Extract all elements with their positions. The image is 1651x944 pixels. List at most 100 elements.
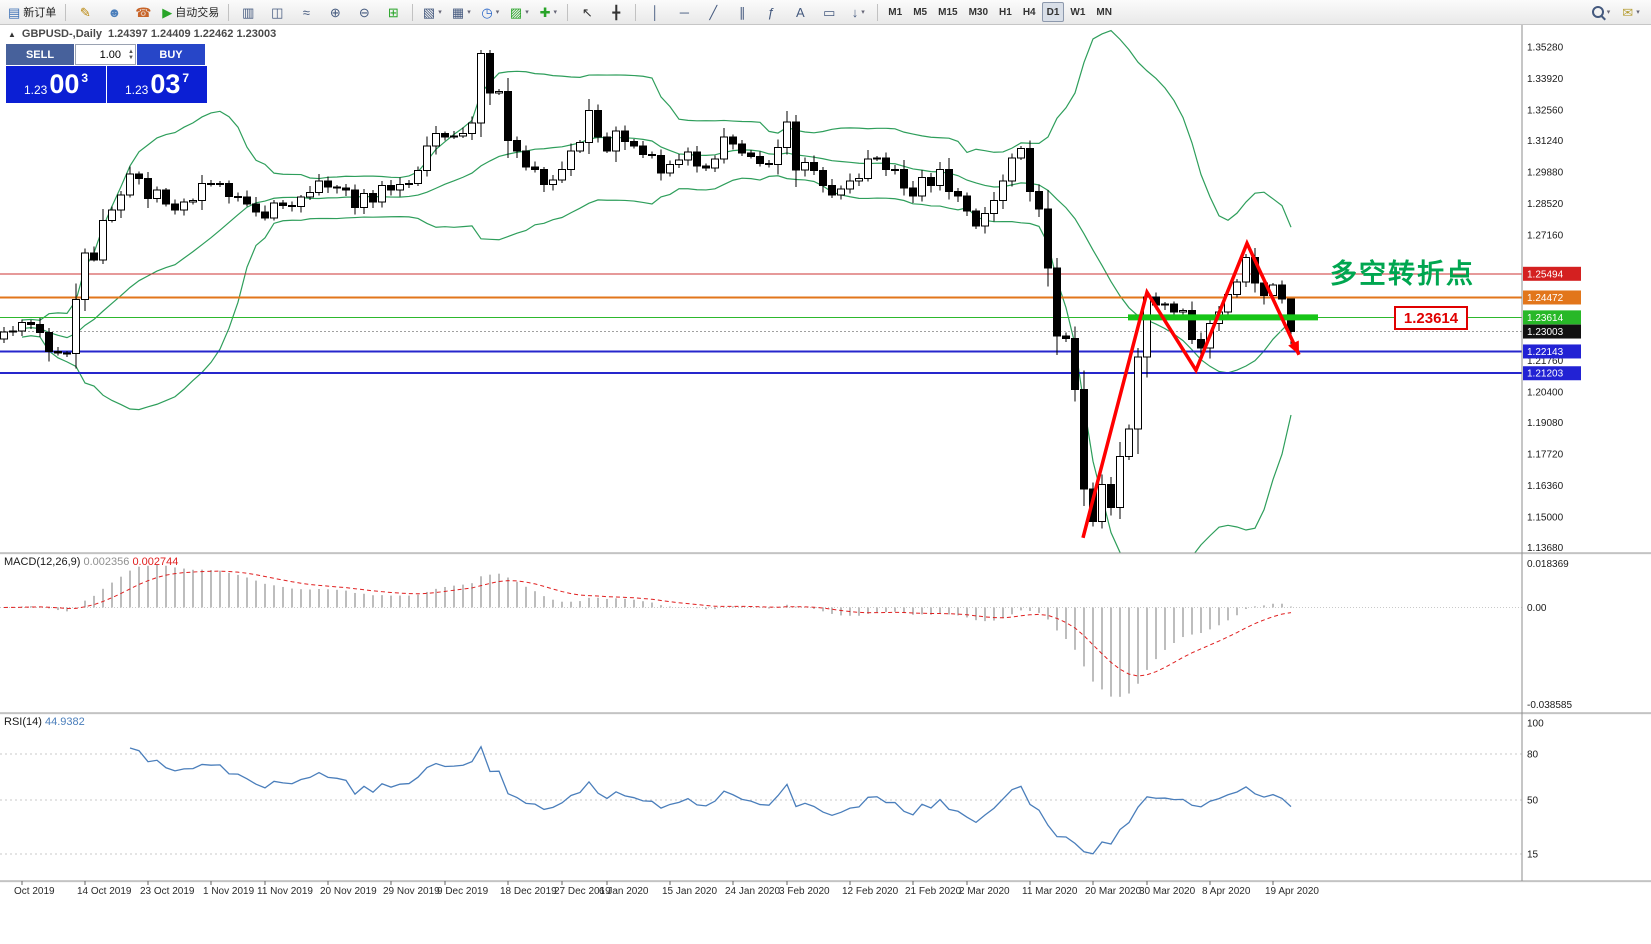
volume-increase-icon[interactable]: ▲ — [128, 48, 134, 55]
toolbar-separator — [65, 3, 67, 21]
bar-chart-icon[interactable]: ▥ — [234, 1, 262, 23]
mail-icon[interactable]: ✉ ▾ — [1617, 1, 1645, 23]
new-chart-icon: ▧ — [422, 4, 436, 20]
zoom-in-icon[interactable]: ⊕ — [321, 1, 349, 23]
toolbar-right-group: ▾ ✉ ▾ — [1587, 1, 1645, 23]
price-callout[interactable]: 1.23614 — [1394, 306, 1468, 330]
vertical-line-icon[interactable]: │ — [641, 1, 669, 23]
metaeditor-icon[interactable]: ✎ — [71, 1, 99, 23]
mail-icon: ✉ — [1622, 4, 1634, 20]
equidistant-channel-icon: ∥ — [739, 4, 746, 20]
axis-label: 1.27160 — [1527, 231, 1564, 242]
accounts-icon[interactable]: ☻ — [100, 1, 128, 23]
zigzag-drawing[interactable] — [1081, 238, 1301, 539]
support-icon[interactable]: ☎ — [129, 1, 157, 23]
axis-label: 1.21203 — [1527, 369, 1564, 380]
timeframe-m15-button[interactable]: M15 — [938, 6, 958, 18]
sell-price-button[interactable]: 1.23 00 3 — [6, 66, 106, 103]
date-label: 15 Jan 2020 — [662, 886, 717, 897]
text-icon[interactable]: A — [786, 1, 814, 23]
axis-label: 1.13680 — [1527, 543, 1564, 554]
line-chart-icon[interactable]: ≈ — [292, 1, 320, 23]
panel-collapse-icon[interactable]: ▲ — [8, 29, 16, 39]
date-label: 8 Apr 2020 — [1202, 886, 1251, 897]
search-icon[interactable]: ▾ — [1587, 1, 1615, 23]
line-chart-icon: ≈ — [302, 4, 310, 20]
text-label-icon: ▭ — [823, 4, 836, 20]
horizontal-line-icon[interactable]: ─ — [670, 1, 698, 23]
toolbar-separator — [877, 3, 879, 21]
volume-decrease-icon[interactable]: ▼ — [128, 54, 134, 61]
indicators-icon: ✚ — [539, 4, 551, 20]
accounts-icon: ☻ — [107, 4, 122, 20]
trendline-icon[interactable]: ╱ — [699, 1, 727, 23]
timeframe-m5-button[interactable]: M5 — [913, 6, 928, 18]
profiles-icon: ▦ — [451, 4, 465, 20]
crosshair-icon[interactable]: ╋ — [602, 1, 630, 23]
autotrading-button: ▶ — [162, 4, 173, 20]
buy-button[interactable]: BUY — [137, 44, 205, 65]
chevron-down-icon: ▾ — [1636, 9, 1640, 16]
vertical-line-icon: │ — [651, 4, 660, 20]
date-label: 6 Jan 2020 — [599, 886, 649, 897]
date-label: 3 Feb 2020 — [779, 886, 830, 897]
date-label: 1 Nov 2019 — [203, 886, 255, 897]
profiles-icon[interactable]: ▦ ▾ — [447, 1, 475, 23]
date-label: 18 Dec 2019 — [500, 886, 557, 897]
cycle-periods-icon[interactable]: ◷ ▾ — [476, 1, 504, 23]
timeframe-mn-button[interactable]: MN — [1096, 6, 1112, 18]
date-label: 2 Mar 2020 — [959, 886, 1010, 897]
price-badge — [1523, 344, 1581, 359]
templates-icon[interactable]: ▨ ▾ — [505, 1, 533, 23]
new-chart-icon[interactable]: ▧ ▾ — [418, 1, 446, 23]
timeframe-h1-button[interactable]: H1 — [999, 6, 1012, 18]
timeframe-h4-button[interactable]: H4 — [1022, 6, 1036, 18]
cursor-icon[interactable]: ↖ — [573, 1, 601, 23]
indicators-icon[interactable]: ✚ ▾ — [534, 1, 562, 23]
axis-label: 1.15000 — [1527, 513, 1564, 524]
axis-label: 1.32560 — [1527, 106, 1564, 117]
axis-label: 1.25494 — [1527, 269, 1564, 280]
equidistant-channel-icon[interactable]: ∥ — [728, 1, 756, 23]
arrows-icon[interactable]: ↓ ▾ — [844, 1, 872, 23]
timeframe-m30-button[interactable]: M30 — [968, 6, 989, 18]
chevron-down-icon: ▾ — [1606, 9, 1611, 16]
rsi-line — [129, 745, 1292, 855]
cursor-icon: ↖ — [581, 4, 593, 20]
candlestick-chart-icon: ◫ — [271, 4, 284, 20]
rsi-label: RSI(14) 44.9382 — [4, 716, 85, 728]
axis-label: 0.00 — [1527, 603, 1547, 614]
turning-point-annotation[interactable]: 多空转折点 — [1330, 259, 1475, 289]
bollinger-band — [21, 175, 1292, 553]
price-badge — [1523, 366, 1581, 381]
new-order-button[interactable]: ▤ 新订单 — [4, 1, 60, 23]
buy-price-button[interactable]: 1.23 03 7 — [107, 66, 207, 103]
zoom-out-icon[interactable]: ⊖ — [350, 1, 378, 23]
text-label-icon[interactable]: ▭ — [815, 1, 843, 23]
symbol-period-label: GBPUSD-,Daily — [21, 28, 102, 40]
timeframe-m1-button[interactable]: M1 — [888, 6, 903, 18]
timeframe-w1-button[interactable]: W1 — [1070, 6, 1086, 18]
fibonacci-icon[interactable]: ƒ — [757, 1, 785, 23]
volume-input[interactable] — [76, 48, 135, 61]
axis-label: 1.23614 — [1527, 313, 1564, 324]
timeframe-d1-button[interactable]: D1 — [1041, 2, 1065, 22]
axis-label: 80 — [1527, 749, 1539, 760]
price-badge — [1523, 290, 1581, 305]
date-label: 30 Mar 2020 — [1139, 886, 1196, 897]
price-pane — [0, 29, 1522, 553]
date-label: 9 Dec 2019 — [437, 886, 489, 897]
new-order-button-label: 新订单 — [23, 7, 57, 19]
main-toolbar: ▤ 新订单 ✎ ☻ ☎ ▶ 自动交易 ▥ ◫ ≈ ⊕ ⊖ ⊞ ▧ ▾ ▦ ▾ ◷ ▾ ▨ ▾ ✚ ▾ ↖ ╋ │ ─ ╱ ∥ ƒ A ▭ ↓ ▾ M… — [0, 0, 1651, 25]
axis-label: 100 — [1527, 719, 1544, 730]
autotrading-button[interactable]: ▶ 自动交易 — [158, 1, 223, 23]
axis-label: 1.21760 — [1527, 356, 1564, 367]
date-label: 21 Feb 2020 — [905, 886, 962, 897]
sell-button[interactable]: SELL — [6, 44, 74, 65]
tile-windows-icon[interactable]: ⊞ — [379, 1, 407, 23]
chevron-down-icon: ▾ — [438, 9, 442, 16]
candlestick-chart-icon[interactable]: ◫ — [263, 1, 291, 23]
